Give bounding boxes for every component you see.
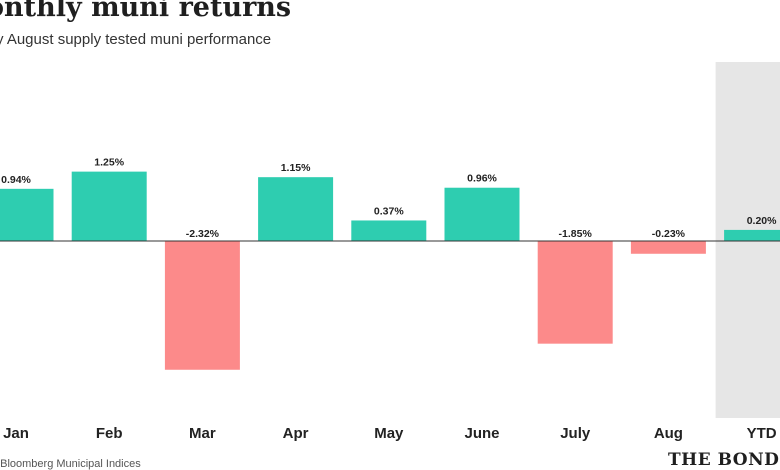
chart-subtitle: y August supply tested muni performance [0, 31, 272, 48]
bar-june [444, 187, 520, 241]
data-label-june: 0.96% [467, 173, 497, 185]
data-label-mar: -2.32% [186, 228, 220, 240]
bar-may [351, 220, 427, 241]
category-label-july: July [560, 425, 591, 442]
bar-aug [630, 241, 706, 254]
data-label-jan: 0.94% [1, 174, 31, 186]
data-label-feb: 1.25% [94, 157, 124, 169]
bar-mar [164, 241, 240, 370]
category-label-may: May [374, 425, 404, 442]
brand-logo: THE BOND BU [668, 450, 780, 470]
category-label-june: June [464, 425, 499, 442]
bar-july [537, 241, 613, 344]
data-label-may: 0.37% [374, 205, 404, 217]
category-label-aug: Aug [654, 425, 683, 442]
data-label-aug: -0.23% [652, 228, 686, 240]
category-label-mar: Mar [189, 425, 216, 442]
data-label-apr: 1.15% [281, 162, 311, 174]
category-label-feb: Feb [96, 425, 123, 442]
bar-ytd [724, 229, 780, 241]
bar-jan [0, 188, 54, 241]
data-label-ytd: 0.20% [747, 215, 777, 227]
category-label-apr: Apr [283, 425, 309, 442]
bar-chart: 0.94% Jan 1.25% Feb -2.32% Mar 1.15% Apr 0.37% Ma… [0, 62, 780, 442]
bar-apr [258, 177, 334, 241]
chart-title: onthly muni returns [0, 0, 292, 23]
source-note: : Bloomberg Municipal Indices [0, 458, 141, 470]
category-label-ytd: YTD [747, 425, 777, 442]
category-label-jan: Jan [3, 425, 29, 442]
data-label-july: -1.85% [559, 228, 593, 240]
bar-feb [71, 171, 147, 241]
